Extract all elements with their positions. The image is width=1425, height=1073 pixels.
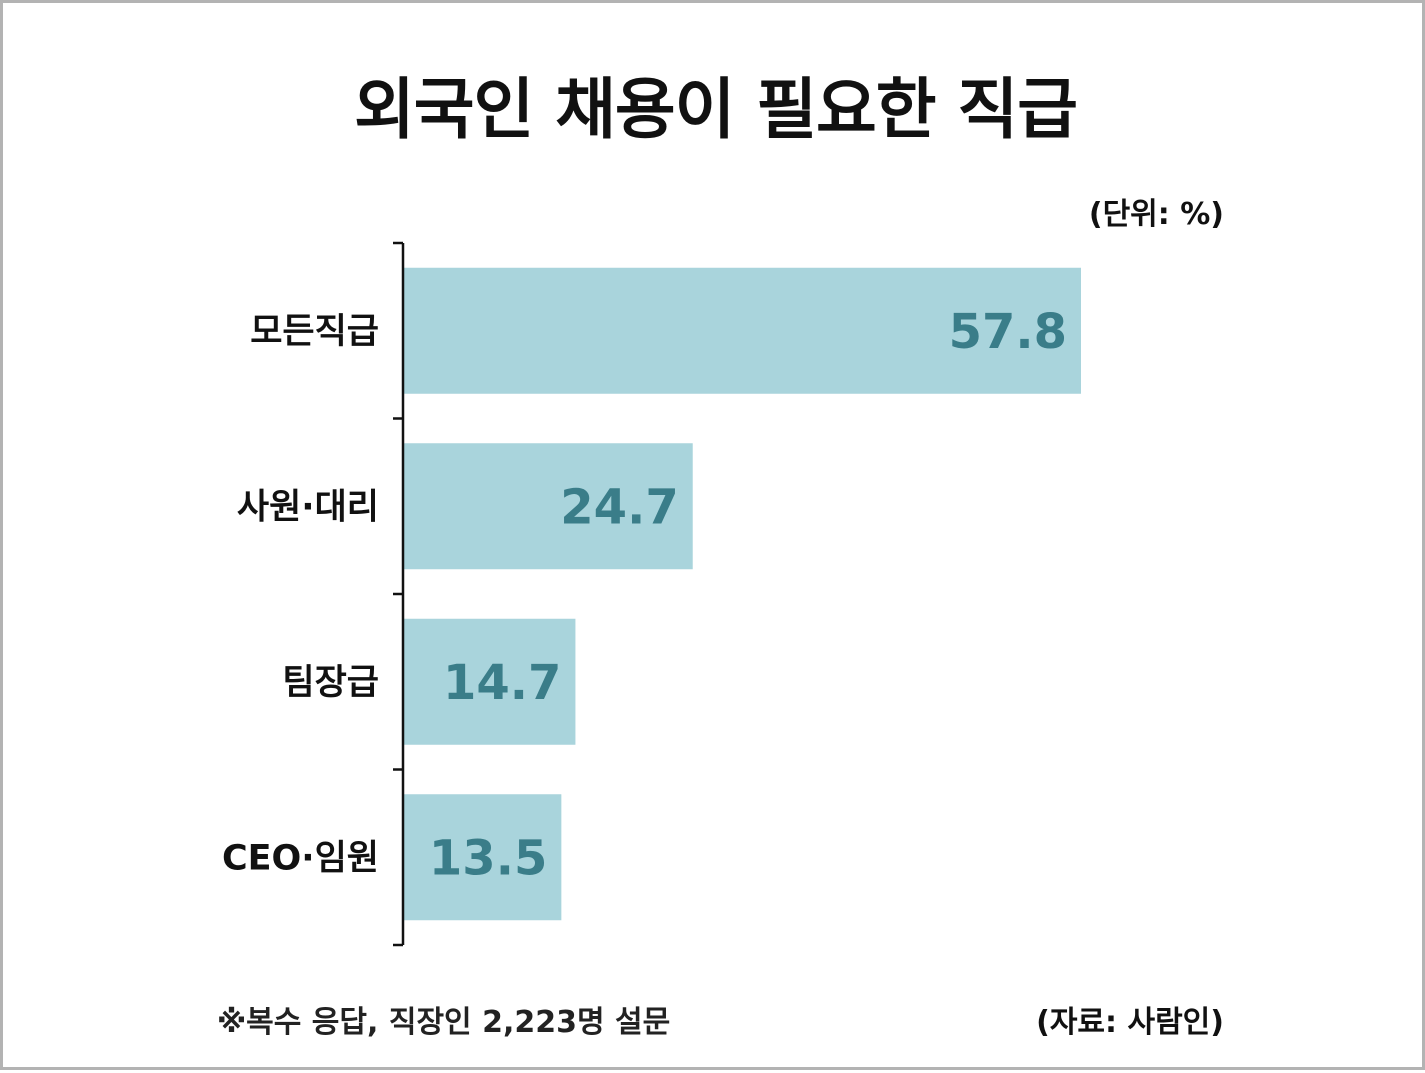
- bar-3: [403, 618, 576, 745]
- unit-label: (단위: %): [1088, 197, 1224, 232]
- category-label-4: CEO·임원: [222, 838, 379, 878]
- bar-2: [403, 443, 693, 570]
- source-label: (자료: 사람인): [1036, 1005, 1224, 1040]
- value-label-1: 57.8: [949, 304, 1067, 360]
- category-label-2: 사원·대리: [237, 487, 379, 527]
- chart-title: 외국인 채용이 필요한 직급: [354, 71, 1078, 148]
- value-label-3: 14.7: [443, 655, 561, 711]
- bar-4: [403, 794, 562, 921]
- footnote: ※복수 응답, 직장인 2,223명 설문: [217, 1005, 671, 1040]
- bar-chart: 모든직급 57.8 사원·대리 24.7 팀장급 14.7 CEO·임원 13.5: [222, 241, 1081, 947]
- bar-1: [403, 267, 1081, 394]
- category-label-3: 팀장급: [282, 663, 379, 703]
- category-label-1: 모든직급: [250, 312, 379, 352]
- value-label-4: 13.5: [429, 830, 547, 886]
- value-label-2: 24.7: [560, 479, 678, 535]
